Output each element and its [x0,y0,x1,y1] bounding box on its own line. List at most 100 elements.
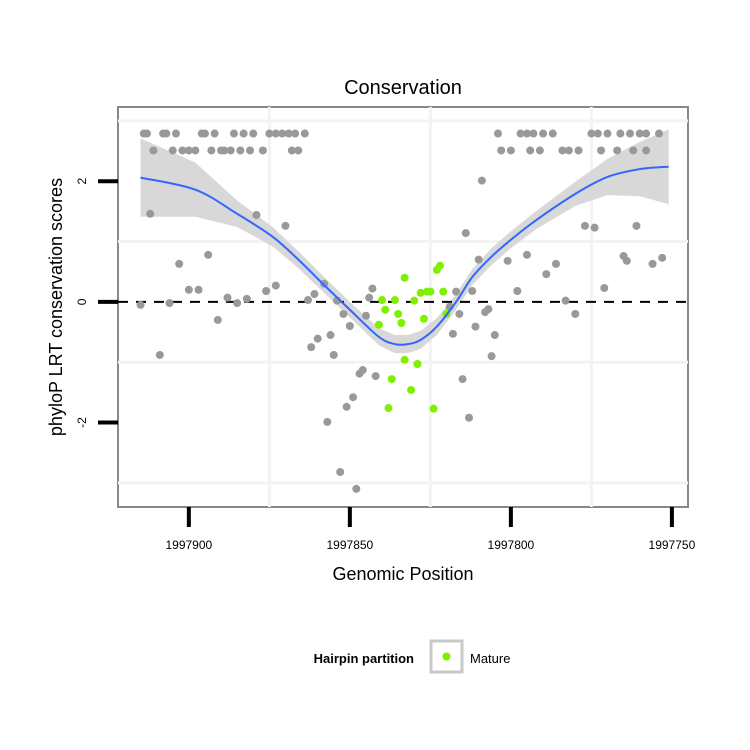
point-mature [374,320,383,329]
point-other [229,129,238,138]
smooth-curve [140,165,669,346]
point-other [497,146,506,155]
point-mature [419,314,428,323]
point-other [474,255,483,264]
point-other [361,311,370,320]
point-mature [413,360,422,369]
chart-title: Conservation [344,77,462,99]
point-other [155,350,164,359]
point-other [571,309,580,318]
point-other [200,129,209,138]
point-other [655,129,664,138]
x-axis-label: Genomic Position [332,564,473,584]
point-mature [387,375,396,384]
point-other [313,334,322,343]
axes: 1997900 1997850 1997800 1997750 2 0 -2 [75,178,696,552]
point-other [149,146,158,155]
point-mature [397,318,406,327]
point-other [271,281,280,290]
point-other [284,129,293,138]
point-other [522,250,531,259]
point-other [184,146,193,155]
y-tick-label: -2 [75,417,89,428]
x-tick-label: 1997900 [165,538,212,552]
legend-entry-mature: Mature [470,651,510,666]
point-mature [407,385,416,394]
point-other [236,146,245,155]
point-other [513,287,522,296]
point-other [300,129,309,138]
point-other [622,256,631,265]
point-other [220,146,229,155]
point-other [171,129,180,138]
point-other [529,129,538,138]
point-other [287,146,296,155]
point-other [226,146,235,155]
point-other [574,146,583,155]
point-mature [436,261,445,270]
point-other [329,350,338,359]
point-mature [384,404,393,413]
point-other [278,129,287,138]
point-other [339,309,348,318]
point-other [355,369,364,378]
point-other [458,375,467,384]
point-other [191,146,200,155]
point-mature [400,273,409,282]
y-tick-label: 2 [75,178,89,185]
point-other [613,146,622,155]
point-other [265,129,274,138]
point-other [455,309,464,318]
point-other [590,223,599,232]
point-other [487,352,496,361]
legend-mature-marker [442,652,451,661]
point-other [561,296,570,305]
point-other [448,329,457,338]
point-other [165,299,174,308]
point-other [642,146,651,155]
point-other [304,296,312,305]
point-mature [378,296,387,305]
point-mature [439,287,448,296]
point-mature [394,309,403,318]
point-other [162,129,171,138]
point-mature [390,296,399,305]
point-other [371,372,380,381]
legend-title: Hairpin partition [314,651,414,666]
point-other [548,129,557,138]
point-other [207,146,216,155]
point-other [522,129,531,138]
point-other [503,256,512,265]
point-other [603,129,612,138]
point-other [326,331,335,340]
point-other [258,146,267,155]
x-tick-label: 1997850 [327,538,374,552]
point-other [323,417,332,426]
point-mature [429,404,438,413]
point-other [310,290,319,299]
x-tick-label: 1997750 [649,538,696,552]
point-other [542,270,551,279]
point-other [580,221,589,230]
point-other [465,413,474,422]
point-other [526,146,535,155]
point-other [539,129,548,138]
point-other [291,129,300,138]
data-points [136,129,667,493]
point-other [516,129,525,138]
point-other [342,402,351,411]
point-other [252,210,261,219]
point-other [629,146,638,155]
point-other [249,129,258,138]
point-other [223,293,232,302]
point-other [471,322,480,331]
point-other [658,253,667,262]
point-mature [400,355,409,364]
point-other [178,146,187,155]
point-other [551,259,560,268]
point-other [336,468,345,477]
point-other [142,129,151,138]
point-other [262,287,271,296]
point-other [535,146,544,155]
